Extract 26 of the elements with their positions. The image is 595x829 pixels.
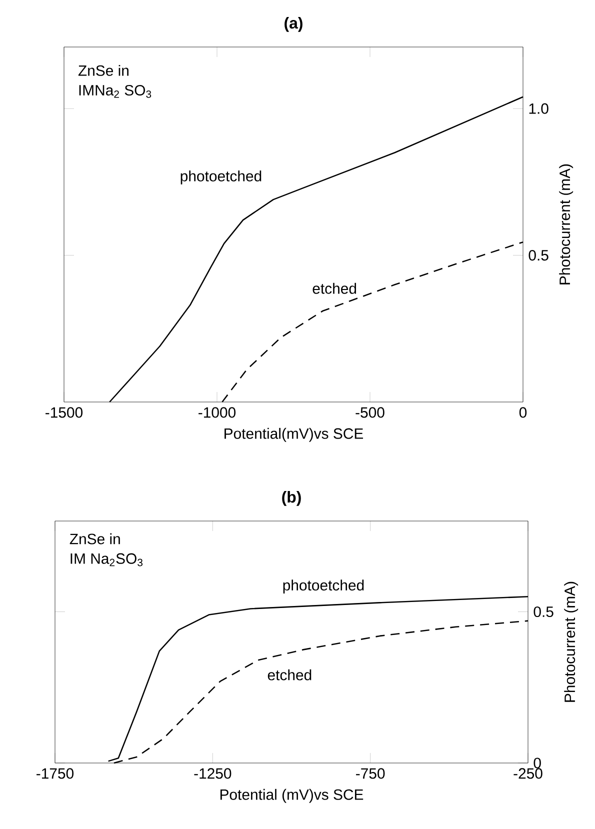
series-label: etched <box>312 282 356 294</box>
chart-title: (b) <box>282 490 301 506</box>
x-tick-label: -1500 <box>46 407 83 418</box>
chart-title: (a) <box>284 16 302 32</box>
x-tick-label: -500 <box>356 407 384 418</box>
x-tick-label: -250 <box>514 768 542 779</box>
y-tick-label: 0.5 <box>528 250 548 261</box>
y-axis-title: Photocurrent (mA) <box>559 164 574 284</box>
y-tick-label: 0.5 <box>534 606 554 618</box>
y-axis-title: Photocurrent (mA) <box>564 582 578 702</box>
x-axis-title: Potential (mV)vs SCE <box>220 788 364 803</box>
annotation: ZnSe in <box>70 533 120 544</box>
annotation: IM Na$_{2}$SO$_{3}$ <box>70 553 143 566</box>
x-axis-title: Potential(mV)vs SCE <box>224 428 364 442</box>
annotation: ZnSe in <box>78 64 128 76</box>
x-tick-label: -1000 <box>198 407 236 418</box>
x-tick-label: -750 <box>356 768 385 779</box>
y-tick-label: 1.0 <box>529 103 548 114</box>
x-tick-label: 0 <box>519 407 527 418</box>
x-tick-label: -1750 <box>36 768 74 779</box>
series-label: photoetched <box>180 170 262 184</box>
y-tick-label: 0 <box>534 758 541 768</box>
x-tick-label: -1250 <box>194 768 232 779</box>
annotation: IMNa$_{2}$ SO$_{3}$ <box>79 84 152 98</box>
series-label: photoetched <box>283 580 364 594</box>
series-label: etched <box>268 669 312 680</box>
